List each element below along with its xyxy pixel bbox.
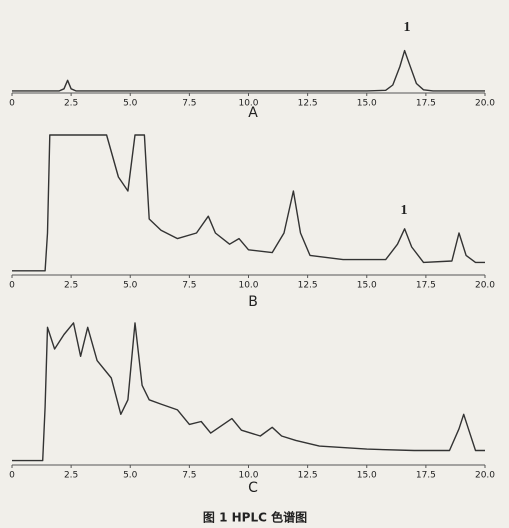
- x-tick-label: 2.5: [64, 99, 78, 109]
- chromatogram-trace: [12, 322, 485, 462]
- x-tick-label: 12.5: [298, 281, 318, 291]
- x-tick-label: 5.0: [123, 281, 138, 291]
- x-tick-label: 2.5: [64, 471, 78, 481]
- panel-label: A: [248, 105, 258, 121]
- x-tick-label: 5.0: [123, 471, 138, 481]
- x-tick-label: 20.0: [475, 281, 495, 291]
- x-tick-label: 15.0: [357, 471, 377, 481]
- x-tick-label: 10.0: [238, 471, 258, 481]
- x-tick-label: 12.5: [298, 471, 318, 481]
- x-tick-label: 10.0: [238, 281, 258, 291]
- peak-annotation: 1: [401, 203, 408, 218]
- x-tick-label: 17.5: [416, 99, 436, 109]
- chromatogram-trace: [12, 49, 485, 92]
- figure-caption: 图 1 HPLC 色谱图: [203, 510, 307, 525]
- peak-annotation: 1: [404, 20, 411, 35]
- x-tick-label: 17.5: [416, 281, 436, 291]
- x-tick-label: 7.5: [182, 471, 196, 481]
- x-tick-label: 20.0: [475, 99, 495, 109]
- panel-label: B: [248, 294, 258, 310]
- x-tick-label: 7.5: [182, 99, 196, 109]
- x-tick-label: 0: [9, 99, 15, 109]
- x-tick-label: 15.0: [357, 99, 377, 109]
- x-tick-label: 2.5: [64, 281, 78, 291]
- x-tick-label: 5.0: [123, 99, 138, 109]
- x-tick-label: 0: [9, 471, 15, 481]
- x-tick-label: 12.5: [298, 99, 318, 109]
- x-tick-label: 17.5: [416, 471, 436, 481]
- x-tick-label: 20.0: [475, 471, 495, 481]
- x-tick-label: 7.5: [182, 281, 196, 291]
- chromatogram-trace: [12, 134, 485, 272]
- panel-label: C: [248, 480, 258, 496]
- x-tick-label: 0: [9, 281, 15, 291]
- x-tick-label: 10.0: [238, 99, 258, 109]
- x-tick-label: 15.0: [357, 281, 377, 291]
